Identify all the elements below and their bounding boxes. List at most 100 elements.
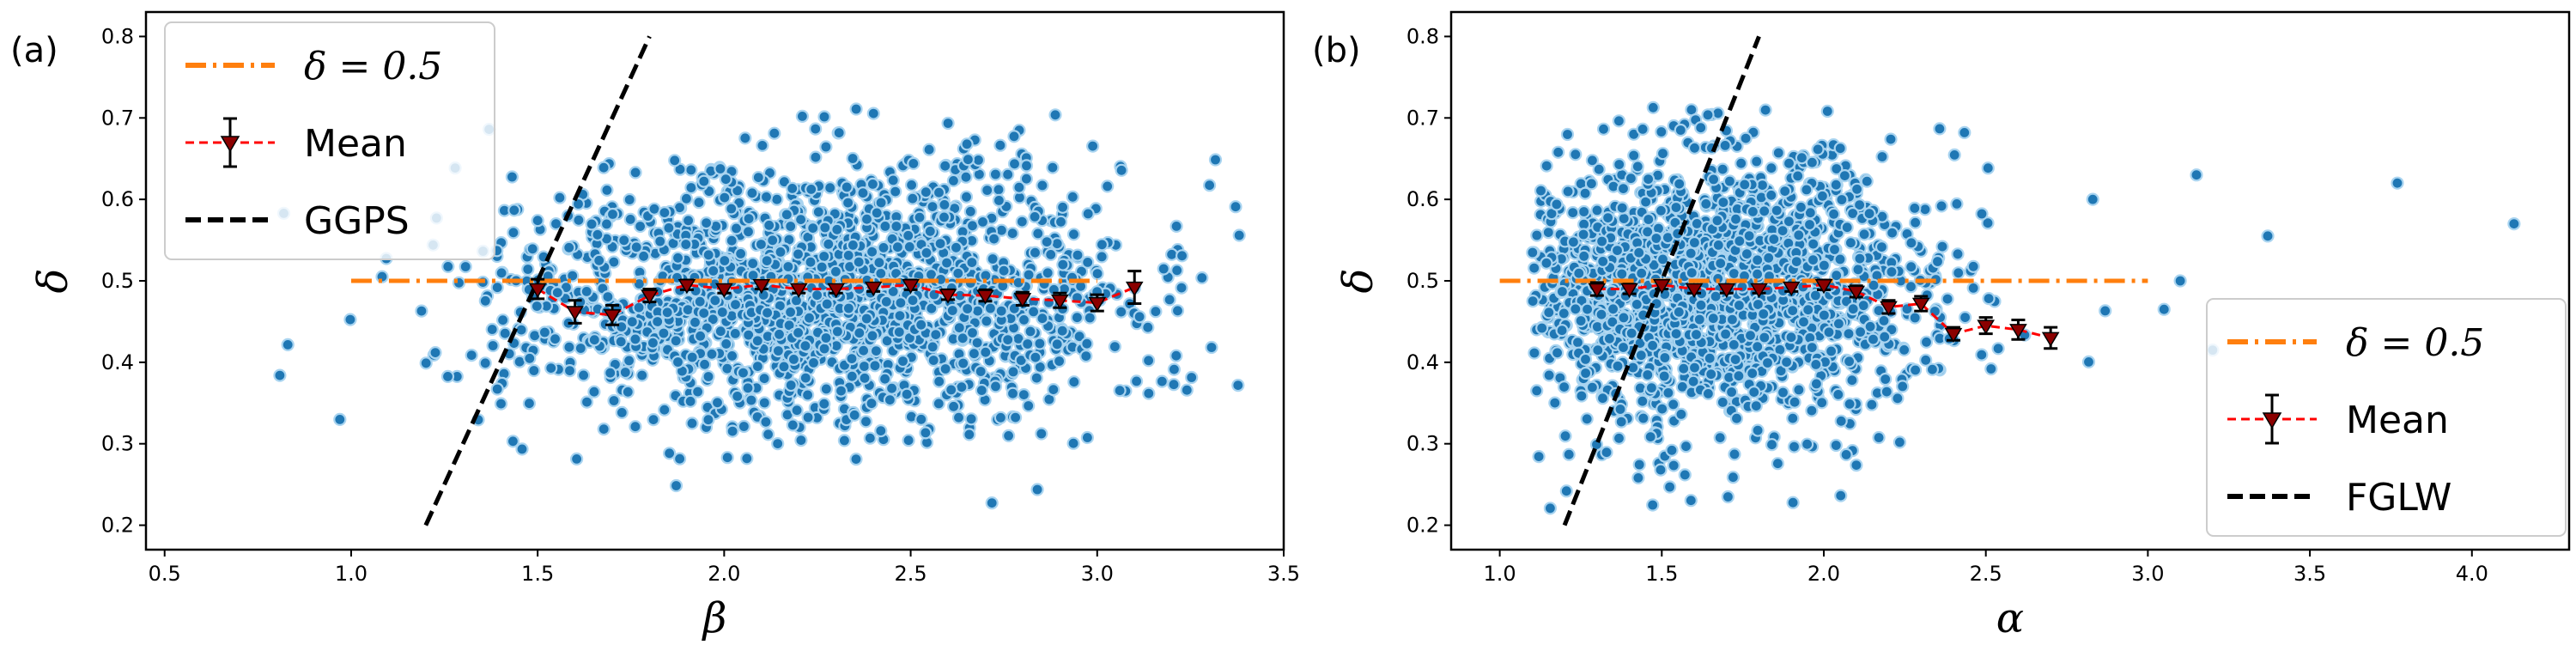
scatter-point	[757, 396, 771, 410]
scatter-point	[979, 345, 993, 359]
scatter-point	[1079, 350, 1093, 363]
scatter-point	[2507, 217, 2521, 231]
scatter-point	[428, 346, 442, 360]
scatter-point	[1905, 260, 1918, 274]
scatter-point	[1129, 374, 1144, 388]
x-tick-label: 1.0	[1484, 562, 1516, 586]
mean-marker	[1880, 301, 1898, 316]
scatter-point	[1833, 252, 1847, 266]
mean-marker	[1847, 285, 1866, 301]
scatter-point	[786, 181, 799, 195]
scatter-point	[863, 431, 877, 445]
scatter-point	[683, 394, 697, 408]
scatter-point	[1540, 256, 1553, 270]
scatter-point	[1019, 159, 1034, 173]
scatter-point	[1981, 161, 1995, 175]
scatter-point	[986, 252, 999, 266]
scatter-point	[459, 259, 472, 274]
scatter-point	[890, 219, 903, 234]
scatter-point	[1694, 121, 1708, 135]
scatter-point	[1601, 211, 1615, 225]
scatter-point	[1641, 225, 1655, 239]
scatter-point	[669, 478, 683, 493]
legend-box	[2206, 298, 2567, 537]
scatter-point	[507, 204, 521, 217]
scatter-point	[679, 192, 694, 205]
scatter-point	[1080, 430, 1095, 445]
scatter-point	[1602, 332, 1617, 345]
scatter-point	[1822, 326, 1836, 339]
scatter-point	[333, 412, 347, 426]
scatter-point	[1832, 317, 1845, 331]
scatter-point	[1684, 494, 1698, 508]
scatter-point	[783, 305, 798, 319]
scatter-point	[1850, 182, 1864, 196]
scatter-point	[913, 210, 927, 224]
mean-marker	[2009, 324, 2027, 339]
scatter-point	[1835, 192, 1849, 207]
scatter-point	[877, 240, 890, 254]
scatter-point	[600, 183, 614, 197]
scatter-point	[781, 259, 795, 274]
scatter-point	[1843, 397, 1856, 411]
scatter-point	[1577, 228, 1590, 241]
scatter-point	[1958, 125, 1971, 139]
scatter-point	[1751, 340, 1765, 354]
scatter-point	[805, 182, 818, 196]
scatter-point	[1005, 386, 1020, 400]
scatter-point	[681, 303, 695, 317]
scatter-point	[938, 198, 951, 211]
scatter-point	[1585, 380, 1600, 394]
scatter-point	[1809, 357, 1823, 371]
scatter-point	[883, 393, 897, 407]
scatter-point	[1716, 395, 1729, 409]
scatter-point	[702, 369, 715, 384]
scatter-point	[679, 237, 693, 252]
scatter-point	[832, 126, 846, 140]
scatter-point	[1687, 235, 1702, 250]
scatter-point	[632, 301, 646, 314]
scatter-point	[1840, 221, 1854, 234]
scatter-point	[1735, 280, 1749, 294]
scatter-point	[1713, 431, 1727, 445]
scatter-point	[946, 399, 961, 413]
scatter-point	[1577, 204, 1591, 219]
scatter-point	[829, 265, 843, 278]
scatter-point	[822, 237, 835, 251]
scatter-point	[1674, 123, 1687, 137]
scatter-point	[478, 356, 492, 370]
scatter-point	[635, 368, 649, 382]
scatter-point	[906, 294, 920, 307]
scatter-point	[896, 354, 910, 368]
scatter-point	[904, 178, 919, 192]
scatter-point	[1580, 302, 1595, 316]
scatter-point	[1740, 247, 1754, 261]
scatter-point	[1701, 108, 1715, 122]
scatter-point	[981, 183, 994, 198]
scatter-point	[440, 369, 455, 383]
scatter-point	[1807, 237, 1820, 251]
scatter-point	[793, 213, 808, 227]
scatter-point	[1632, 246, 1646, 259]
scatter-point	[2261, 229, 2275, 243]
scatter-point	[1704, 368, 1718, 381]
scatter-point	[1742, 229, 1756, 243]
y-tick-label: 0.4	[1406, 350, 1439, 374]
scatter-point	[946, 173, 961, 187]
scatter-point	[1022, 268, 1036, 282]
x-tick-label: 2.0	[708, 562, 740, 586]
scatter-point	[574, 295, 587, 309]
scatter-point	[1842, 327, 1856, 341]
scatter-point	[956, 332, 969, 345]
scatter-point	[1070, 311, 1084, 325]
scatter-point	[993, 138, 1007, 152]
scatter-point	[668, 154, 682, 167]
scatter-point	[1667, 459, 1680, 472]
scatter-point	[762, 218, 776, 232]
legend-label-fit: FGLW	[2346, 476, 2451, 520]
scatter-point	[705, 347, 719, 361]
scatter-point	[872, 256, 886, 270]
scatter-point	[1829, 178, 1843, 192]
scatter-point	[1557, 307, 1571, 320]
scatter-point	[1732, 298, 1747, 313]
